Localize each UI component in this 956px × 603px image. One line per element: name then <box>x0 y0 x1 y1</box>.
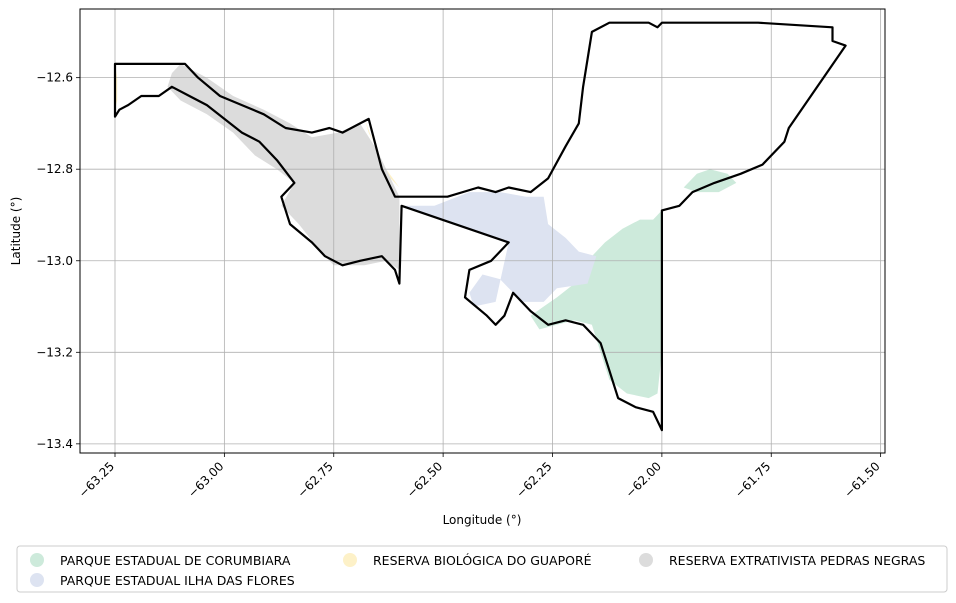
y-tick-label: −13.4 <box>36 437 73 451</box>
y-tick-label: −12.6 <box>36 71 73 85</box>
area-corumbiara-small <box>683 169 737 193</box>
legend-label-guapore: RESERVA BIOLÓGICA DO GUAPORÉ <box>373 553 592 568</box>
y-tick-label: −12.8 <box>36 162 73 176</box>
legend-label-corumbiara: PARQUE ESTADUAL DE CORUMBIARA <box>60 553 291 568</box>
area-ilha-flores <box>403 192 597 307</box>
y-tick-label: −13.0 <box>36 254 73 268</box>
plot-frame <box>79 8 886 454</box>
x-axis-label: Longitude (°) <box>443 513 522 527</box>
legend-label-ilha-das-flores: PARQUE ESTADUAL ILHA DAS FLORES <box>60 573 295 588</box>
legend: PARQUE ESTADUAL DE CORUMBIARA PARQUE EST… <box>16 545 948 593</box>
legend-swatch-ilha-das-flores <box>30 573 44 587</box>
legend-swatch-pedras-negras <box>639 553 653 567</box>
grid-layer <box>80 9 885 453</box>
legend-frame <box>16 545 948 593</box>
y-axis-ticks: −12.6 −12.8 −13.0 −13.2 −13.4 <box>36 71 80 451</box>
area-corumbiara <box>530 210 662 399</box>
y-tick-label: −13.2 <box>36 345 73 359</box>
legend-swatch-guapore <box>343 553 357 567</box>
boundary-outline <box>113 21 847 432</box>
legend-label-pedras-negras: RESERVA EXTRATIVISTA PEDRAS NEGRAS <box>669 553 925 568</box>
outline-layer <box>113 21 847 432</box>
legend-swatch-corumbiara <box>30 553 44 567</box>
y-axis-label: Latitude (°) <box>9 197 23 266</box>
